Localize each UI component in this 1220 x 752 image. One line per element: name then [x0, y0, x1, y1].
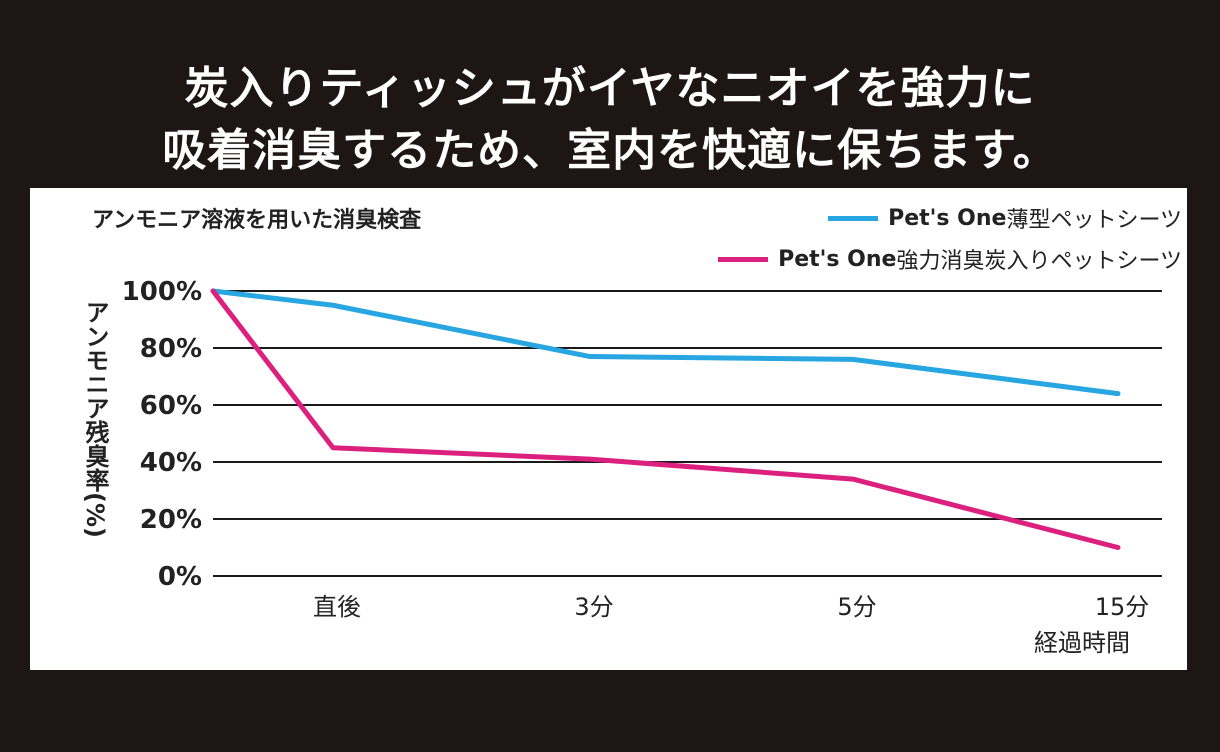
- legend-item-charcoal-sheet: Pet's One 強力消臭炭入りペットシーツ: [718, 243, 1182, 275]
- headline-line-1: 炭入りティッシュがイヤなニオイを強力に: [184, 63, 1036, 114]
- y-tick-label: 0%: [158, 562, 202, 592]
- chart-title: アンモニア溶液を用いた消臭検査: [92, 208, 422, 233]
- y-axis-label: アンモニア残臭率(%): [81, 300, 109, 538]
- legend-swatch-blue: [828, 215, 879, 221]
- x-tick-label: 5分: [837, 593, 876, 621]
- y-tick-label: 40%: [140, 448, 202, 478]
- headline: 炭入りティッシュがイヤなニオイを強力に 吸着消臭するため、室内を快適に保ちます。: [0, 58, 1220, 182]
- legend-label: 薄型ペットシーツ: [1006, 208, 1182, 233]
- series-line-1: [210, 288, 1121, 550]
- chart-panel: [30, 188, 1187, 670]
- x-tick-label: 15分: [1095, 593, 1150, 621]
- x-tick-label: 直後: [313, 593, 361, 621]
- legend-brand: Pet's One: [888, 205, 1007, 231]
- legend-item-thin-sheet: Pet's One 薄型ペットシーツ: [828, 202, 1182, 234]
- headline-line-2: 吸着消臭するため、室内を快適に保ちます。: [162, 125, 1058, 176]
- legend-label: 強力消臭炭入りペットシーツ: [896, 249, 1182, 274]
- y-tick-label: 60%: [140, 391, 202, 421]
- series-line-0: [210, 288, 1121, 397]
- x-axis-label: 経過時間: [1034, 629, 1130, 657]
- x-tick-label: 3分: [574, 593, 613, 621]
- y-tick-label: 20%: [140, 505, 202, 535]
- legend-brand: Pet's One: [778, 246, 897, 272]
- y-tick-label: 80%: [140, 334, 202, 364]
- y-tick-label: 100%: [122, 277, 202, 307]
- legend-swatch-magenta: [718, 256, 769, 262]
